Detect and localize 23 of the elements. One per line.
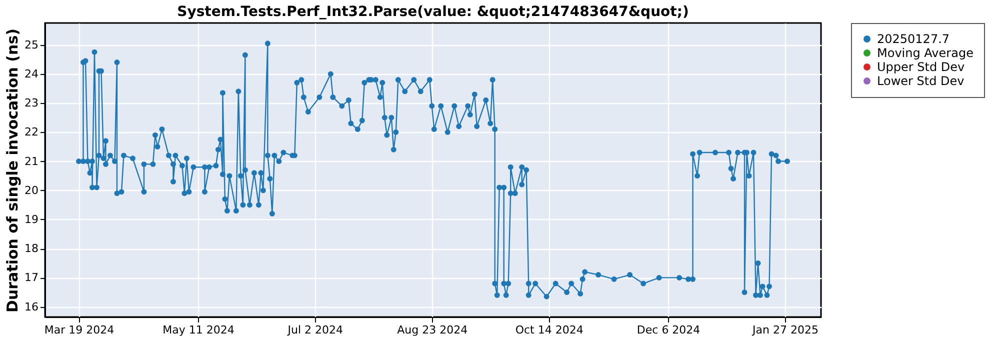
legend-label: Upper Std Dev <box>877 60 965 74</box>
y-tick-label: 18 <box>24 242 38 256</box>
legend-label: Moving Average <box>877 46 974 60</box>
x-tick-label: Oct 14 2024 <box>515 324 584 336</box>
y-tick-label: 25 <box>24 38 38 52</box>
y-tick-label: 20 <box>24 184 38 197</box>
y-tick-label: 16 <box>24 300 38 314</box>
x-tick-label: Dec 6 2024 <box>636 324 700 336</box>
y-tick-label: 21 <box>24 154 38 168</box>
y-tick-label: 24 <box>24 67 38 80</box>
chart-title: System.Tests.Perf_Int32.Parse(value: &quot;2147483647&quot;) <box>177 4 689 20</box>
y-axis-title: Duration of single invocation (ns) <box>4 28 22 312</box>
y-tick-label: 19 <box>24 212 38 226</box>
y-tick-label: 22 <box>24 126 38 139</box>
x-tick-label: Aug 23 2024 <box>397 324 468 336</box>
x-tick-label: Mar 19 2024 <box>44 324 114 336</box>
x-tick-label: May 11 2024 <box>162 324 234 336</box>
y-tick-label: 17 <box>24 271 38 284</box>
y-tick-label: 23 <box>24 96 38 110</box>
x-tick-label: Jan 27 2025 <box>752 324 818 336</box>
legend-label: 20250127.7 <box>877 32 950 46</box>
x-tick-label: Jul 2 2024 <box>286 324 344 336</box>
legend-label: Lower Std Dev <box>877 74 964 88</box>
